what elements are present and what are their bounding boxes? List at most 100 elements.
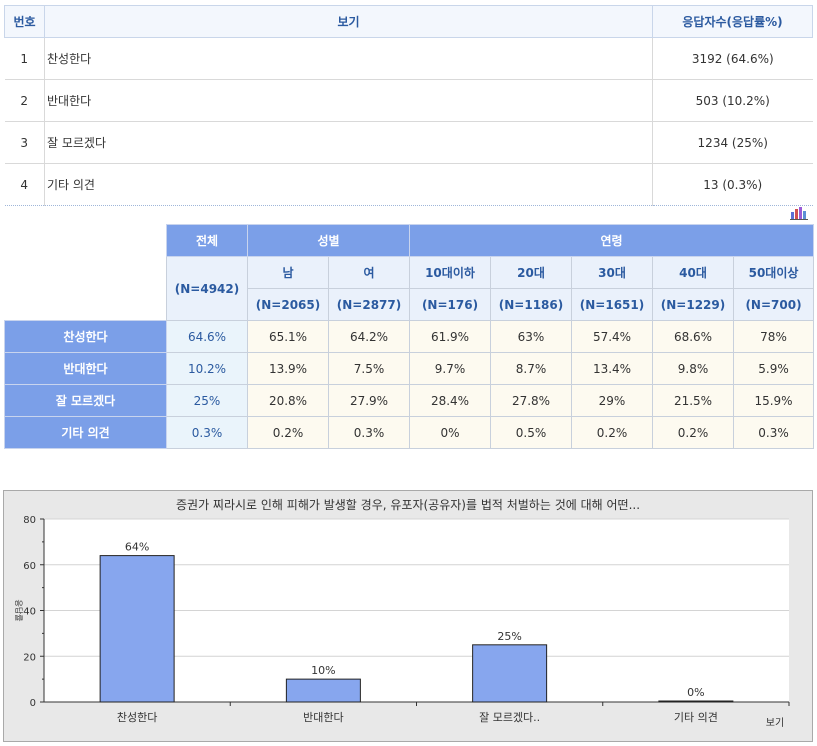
row-label: 반대한다 [4,352,167,385]
row-count: 3192 (64.6%) [652,37,813,80]
cell-value: 61.9% [409,320,491,353]
row-count: 503 (10.2%) [652,79,813,122]
row-number: 2 [4,79,45,122]
row-number: 1 [4,37,45,80]
cell-value: 0.2% [652,416,734,449]
header-age: 연령 [408,224,815,257]
x-tick-label: 기타 의견 [674,711,718,724]
cell-value: 64.2% [328,320,410,353]
group-n: (N=2065) [247,288,329,321]
bar [472,644,548,703]
cell-value: 29% [571,384,653,417]
corner-blank [4,224,167,321]
cell-value: 15.9% [732,384,815,417]
table-row: 4 기타 의견 13 (0.3%) [4,163,813,206]
table-row: 잘 모르겠다 25% 20.8% 27.9% 28.4% 27.8% 29% 2… [4,384,815,417]
crosstab-header-row-2: (N=4942) 남 여 10대이하 20대 30대 40대 50대이상 [5,256,815,321]
bar-value-label: 64% [125,541,149,554]
bar [658,700,734,703]
y-tick-label: 20 [23,652,36,663]
cell-value: 13.9% [247,352,329,385]
header-number: 번호 [4,5,45,38]
cell-value: 0.3% [732,416,815,449]
cell-value: 27.9% [328,384,410,417]
row-option: 기타 의견 [44,163,653,206]
cell-value: 28.4% [409,384,491,417]
group-label: 10대이하 [409,256,491,289]
x-tick-label: 반대한다 [303,711,343,724]
response-summary-table: 번호 보기 응답자수(응답률%) 1 찬성한다 3192 (64.6%) 2 반… [4,5,813,206]
row-number: 3 [4,121,45,164]
bar-chart: 증권가 찌라시로 인해 피해가 발생할 경우, 유포자(공유자)를 법적 처벌하… [14,498,790,729]
cell-value: 0.2% [247,416,329,449]
row-number: 4 [4,163,45,206]
crosstab-header-row-3: (N=2065) (N=2877) (N=176) (N=1186) (N=16… [5,288,815,321]
y-tick-label: 80 [23,515,36,526]
row-option: 찬성한다 [44,37,653,80]
row-total: 10.2% [166,352,248,385]
row-option: 반대한다 [44,79,653,122]
chart-title: 증권가 찌라시로 인해 피해가 발생할 경우, 유포자(공유자)를 법적 처벌하… [176,498,640,512]
table-row: 3 잘 모르겠다 1234 (25%) [4,121,813,164]
bar-chart-icon[interactable] [790,206,808,220]
y-axis-label: 응답률 [14,599,24,621]
cell-value: 68.6% [652,320,734,353]
table-row: 반대한다 10.2% 13.9% 7.5% 9.7% 8.7% 13.4% 9.… [4,352,815,385]
cell-value: 63% [490,320,572,353]
group-n: (N=1229) [652,288,734,321]
row-total: 0.3% [166,416,248,449]
row-label: 찬성한다 [4,320,167,353]
row-count: 1234 (25%) [652,121,813,164]
table-row: 1 찬성한다 3192 (64.6%) [4,37,813,80]
row-total: 25% [166,384,248,417]
y-tick-label: 60 [23,561,36,572]
group-n: (N=1651) [571,288,653,321]
header-count: 응답자수(응답률%) [652,5,813,38]
table-row: 기타 의견 0.3% 0.2% 0.3% 0% 0.5% 0.2% 0.2% 0… [4,416,815,449]
cell-value: 13.4% [571,352,653,385]
row-total: 64.6% [166,320,248,353]
cell-value: 27.8% [490,384,572,417]
cell-value: 78% [732,320,815,353]
cell-value: 21.5% [652,384,734,417]
header-total-n: (N=4942) [166,256,248,321]
header-gender: 성별 [247,224,410,257]
bar [285,678,361,703]
table-row: 찬성한다 64.6% 65.1% 64.2% 61.9% 63% 57.4% 6… [4,320,815,353]
cell-value: 5.9% [732,352,815,385]
group-label: 40대 [652,256,734,289]
summary-header-row: 번호 보기 응답자수(응답률%) [4,5,813,38]
group-label: 30대 [571,256,653,289]
group-n: (N=176) [409,288,491,321]
bar-value-label: 10% [311,664,335,677]
group-label: 50대이상 [732,256,815,289]
cell-value: 8.7% [490,352,572,385]
group-n: (N=700) [732,288,815,321]
bar-value-label: 0% [687,686,704,699]
x-tick-label: 잘 모르겠다.. [479,711,540,724]
cell-value: 57.4% [571,320,653,353]
cell-value: 9.7% [409,352,491,385]
row-label: 잘 모르겠다 [4,384,167,417]
bar-chart-panel: 증권가 찌라시로 인해 피해가 발생할 경우, 유포자(공유자)를 법적 처벌하… [3,490,813,742]
cell-value: 65.1% [247,320,329,353]
bar-value-label: 25% [497,630,521,643]
cell-value: 7.5% [328,352,410,385]
group-n: (N=2877) [328,288,410,321]
group-n: (N=1186) [490,288,572,321]
header-option: 보기 [44,5,653,38]
cell-value: 20.8% [247,384,329,417]
cell-value: 0.3% [328,416,410,449]
y-tick-label: 0 [30,698,36,709]
group-label: 20대 [490,256,572,289]
cell-value: 0.2% [571,416,653,449]
bar [99,555,175,703]
row-count: 13 (0.3%) [652,163,813,206]
crosstab-table: 전체 성별 연령 (N=4942) 남 여 10대이하 20대 30대 40대 … [4,224,815,449]
x-axis-label: 보기 [766,717,784,729]
y-tick-label: 40 [23,607,36,618]
header-total: 전체 [166,224,248,257]
x-tick-label: 찬성한다 [117,710,157,724]
row-option: 잘 모르겠다 [44,121,653,164]
cell-value: 0% [409,416,491,449]
